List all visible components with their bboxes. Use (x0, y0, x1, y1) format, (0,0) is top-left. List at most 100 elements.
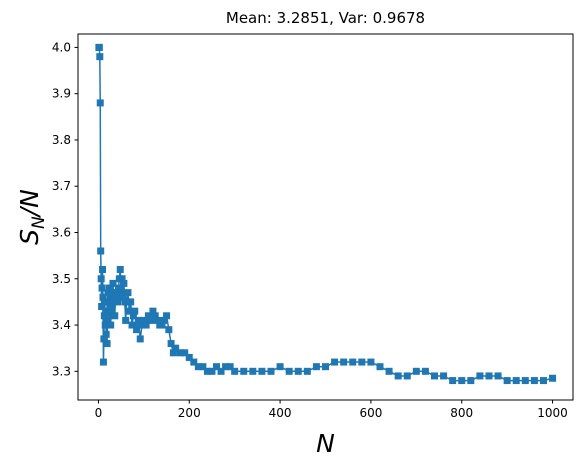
data-point (276, 363, 284, 371)
data-point (133, 326, 141, 334)
data-point (376, 363, 384, 371)
data-point (104, 298, 112, 306)
data-point (99, 358, 107, 366)
y-tick-label: 3.8 (52, 133, 71, 147)
data-point (110, 298, 118, 306)
data-point (97, 275, 105, 283)
data-point (117, 289, 125, 297)
data-point (190, 358, 198, 366)
chart-title: Mean: 3.2851, Var: 0.9678 (226, 9, 425, 27)
data-point (107, 307, 115, 315)
y-tick-label: 3.7 (52, 179, 71, 193)
data-point (322, 363, 329, 371)
data-point (217, 367, 225, 375)
data-point (231, 367, 239, 375)
data-point (467, 377, 475, 385)
data-point (403, 372, 411, 380)
data-point (97, 247, 105, 255)
data-point (440, 372, 448, 380)
data-point (107, 321, 115, 329)
data-point (103, 316, 111, 324)
y-axis-label: SN/N (15, 189, 49, 245)
plot-frame (77, 33, 574, 401)
data-point (163, 312, 171, 320)
data-point (131, 307, 139, 315)
data-point (114, 284, 122, 292)
data-point (494, 372, 502, 380)
data-point (95, 43, 103, 51)
data-point (158, 321, 166, 329)
x-tick-label: 800 (450, 406, 473, 420)
data-point (118, 275, 126, 283)
data-point (116, 266, 124, 274)
data-point (108, 289, 116, 297)
data-point (181, 349, 189, 357)
data-point (449, 377, 457, 385)
data-point (340, 358, 348, 366)
data-point (122, 316, 130, 324)
y-tick-label: 3.5 (52, 272, 71, 286)
data-point (140, 316, 148, 324)
data-point (267, 367, 275, 375)
data-point (142, 321, 150, 329)
x-tick-label: 200 (178, 406, 201, 420)
data-point (128, 321, 136, 329)
data-point (169, 349, 177, 357)
x-axis-ticks: 0 200 400 600 800 1000 (95, 400, 568, 420)
data-point (285, 367, 293, 375)
data-point (367, 358, 375, 366)
x-axis-label: N (316, 429, 335, 458)
data-point (100, 335, 108, 343)
x-tick-label: 400 (269, 406, 292, 420)
y-axis-label-sub: N (29, 216, 49, 229)
data-point (176, 349, 184, 357)
data-point (349, 358, 357, 366)
data-point (172, 344, 180, 352)
data-point (101, 298, 109, 306)
y-tick-label: 3.4 (52, 318, 71, 332)
data-point (96, 53, 104, 61)
y-tick-label: 3.3 (52, 364, 71, 378)
data-point (222, 363, 230, 371)
data-point (549, 374, 557, 382)
data-point (167, 340, 175, 348)
data-point (138, 321, 146, 329)
data-point (385, 367, 393, 375)
data-point (149, 307, 157, 315)
data-point (226, 363, 234, 371)
data-point (98, 303, 106, 311)
data-point (503, 377, 511, 385)
data-point (119, 293, 127, 301)
x-tick-label: 600 (359, 406, 382, 420)
data-point (106, 293, 114, 301)
data-point (99, 266, 107, 274)
data-point (394, 372, 402, 380)
data-point (249, 367, 257, 375)
data-point (185, 353, 193, 361)
data-point (129, 312, 137, 320)
y-tick-label: 3.9 (52, 87, 71, 101)
data-point (111, 312, 119, 320)
data-point (412, 367, 420, 375)
data-point (105, 312, 113, 320)
data-point (160, 316, 168, 324)
data-point (421, 367, 429, 375)
data-point (312, 363, 320, 371)
data-point (153, 316, 161, 324)
data-point (123, 298, 131, 306)
data-point (101, 321, 109, 329)
data-point (108, 303, 116, 311)
y-axis-label-rest: /N (15, 189, 44, 218)
data-point (103, 340, 111, 348)
y-tick-label: 4.0 (52, 40, 71, 54)
data-point (113, 293, 121, 301)
data-point (240, 367, 248, 375)
data-point (208, 367, 216, 375)
y-axis-label-s: S (15, 229, 44, 245)
data-point (147, 316, 155, 324)
data-point (99, 293, 107, 301)
data-point (102, 330, 110, 338)
data-point (213, 363, 221, 371)
data-point (124, 289, 132, 297)
